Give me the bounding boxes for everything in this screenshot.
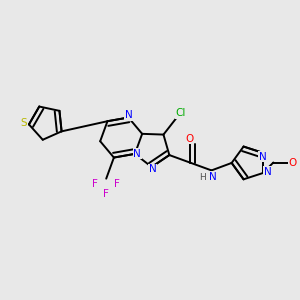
Text: N: N bbox=[124, 110, 132, 120]
Text: O: O bbox=[288, 158, 297, 167]
Text: F: F bbox=[92, 178, 98, 189]
Text: N: N bbox=[259, 152, 267, 161]
Text: O: O bbox=[185, 134, 193, 144]
Text: N: N bbox=[149, 164, 157, 175]
Text: N: N bbox=[134, 149, 141, 159]
Text: F: F bbox=[103, 189, 109, 199]
Text: Cl: Cl bbox=[176, 108, 186, 118]
Text: N: N bbox=[264, 167, 272, 177]
Text: N: N bbox=[209, 172, 217, 182]
Text: F: F bbox=[115, 178, 120, 189]
Text: H: H bbox=[200, 173, 206, 182]
Text: S: S bbox=[21, 118, 27, 128]
